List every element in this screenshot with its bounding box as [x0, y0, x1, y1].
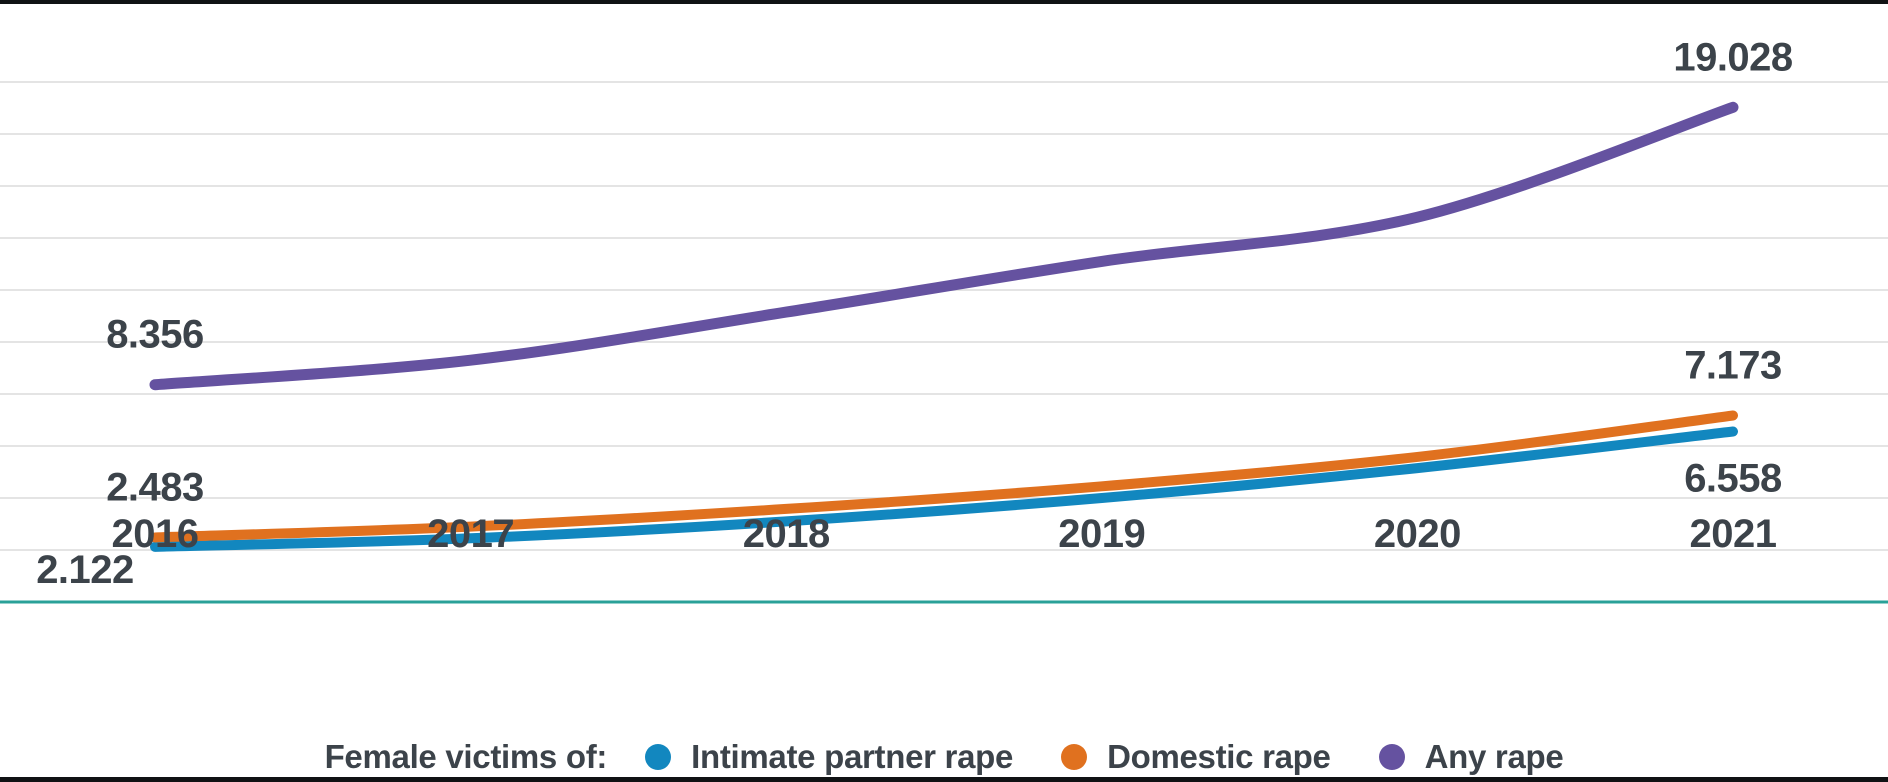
x-axis-label: 2021	[1690, 512, 1777, 556]
series-line-any-rape	[149, 101, 1739, 391]
legend-item-any-rape: Any rape	[1378, 738, 1564, 776]
legend-item-label: Domestic rape	[1107, 738, 1331, 775]
bottom-border	[0, 777, 1888, 782]
x-axis-label: 2017	[427, 512, 514, 556]
legend-marker-icon	[1378, 744, 1405, 770]
top-border	[0, 0, 1888, 4]
x-axis-label: 2018	[743, 512, 830, 556]
data-label: 2.122	[36, 548, 134, 592]
legend-item-intimate-partner-rape: Intimate partner rape	[645, 738, 1013, 776]
series-line-domestic-rape	[150, 410, 1738, 543]
legend-title: Female victims of:	[324, 738, 608, 775]
legend-item-label: Intimate partner rape	[691, 738, 1014, 775]
series-line-intimate-partner-rape	[150, 426, 1738, 552]
data-label: 2.483	[106, 465, 204, 509]
x-axis-label: 2019	[1058, 512, 1145, 556]
x-axis-label: 2016	[112, 512, 199, 556]
x-axis-label: 2020	[1374, 512, 1461, 556]
data-label: 7.173	[1684, 344, 1782, 388]
data-label: 19.028	[1673, 35, 1793, 79]
legend-marker-icon	[645, 744, 672, 770]
legend-item-label: Any rape	[1424, 738, 1564, 775]
legend-marker-icon	[1061, 744, 1088, 770]
data-label: 6.558	[1684, 456, 1782, 500]
legend-item-domestic-rape: Domestic rape	[1061, 738, 1331, 776]
data-label: 8.356	[106, 313, 204, 357]
legend: Female victims of: Intimate partner rape…	[0, 738, 1888, 776]
